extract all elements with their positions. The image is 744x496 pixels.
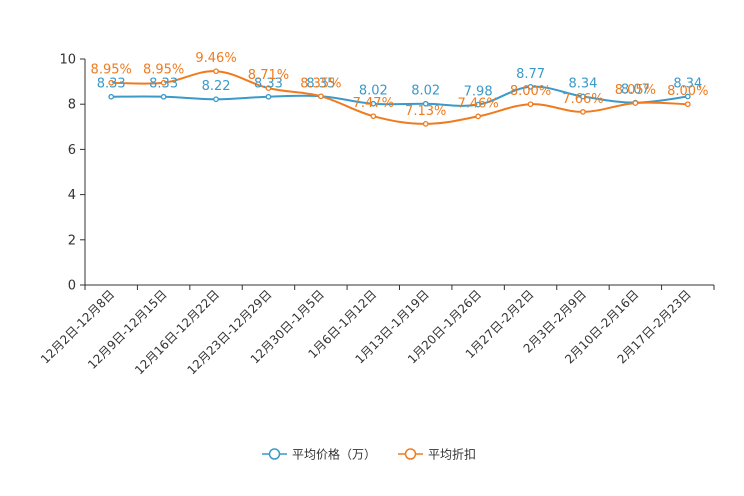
data-point[interactable] [160,93,167,100]
y-tick-label: 2 [68,233,76,248]
data-labels: 8.33 8.33 8.22 8.33 8.35 8.02 8.02 7.98 8.77 8.34… [91,51,709,119]
legend-marker-discount [404,448,417,460]
series-line-0 [111,85,688,107]
data-label: 8.07 [621,83,650,98]
legend-label-discount: 平均折扣 [428,447,476,462]
data-point[interactable] [265,85,272,92]
y-tick-label: 4 [68,188,76,203]
data-label: 7.66% [562,92,603,107]
data-label: 7.47% [353,96,394,111]
data-label: 8.95% [143,63,184,78]
data-point[interactable] [580,109,586,115]
data-point[interactable] [422,121,429,127]
data-label: 8.02 [359,84,388,99]
data-point[interactable] [684,93,691,100]
legend[interactable]: 平均价格（万） 平均折扣 [262,447,476,462]
data-point[interactable] [370,100,377,107]
data-point[interactable] [108,93,115,100]
data-point[interactable] [527,101,534,108]
data-point[interactable] [318,93,324,100]
legend-item-price[interactable]: 平均价格（万） [262,447,376,462]
data-label: 8.34 [673,77,702,92]
data-label: 7.98 [464,85,493,100]
y-tick-label: 0 [68,279,76,294]
data-label: 8.33 [254,77,283,92]
data-label: 8.34 [568,77,597,92]
data-point[interactable] [108,79,115,86]
data-label: 8.35% [300,76,341,91]
data-label: 8.00% [510,84,551,99]
data-label: 8.77 [516,67,545,82]
data-point[interactable] [527,83,534,90]
data-label: 8.95% [91,63,132,78]
data-label: 7.46% [457,96,498,111]
data-point[interactable] [265,93,272,100]
legend-item-discount[interactable]: 平均折扣 [398,447,476,462]
data-label: 8.00% [667,84,708,99]
legend-label-price: 平均价格（万） [292,447,376,462]
data-label: 7.13% [405,104,446,119]
data-label: 9.46% [195,51,236,66]
series-lines [108,68,691,127]
data-label: 8.22 [202,79,231,94]
data-point[interactable] [580,93,586,100]
data-point[interactable] [213,96,219,103]
data-label: 8.05% [615,83,656,98]
legend-marker-price [268,448,281,460]
series-line-1 [111,70,688,125]
data-point[interactable] [160,79,167,86]
data-label: 8.35 [306,76,335,91]
data-point[interactable] [475,113,481,120]
data-label: 8.33 [149,77,178,92]
data-point[interactable] [632,100,639,106]
data-label: 8.33 [97,77,126,92]
data-point[interactable] [213,68,219,75]
data-point[interactable] [684,101,691,108]
y-tick-label: 6 [68,143,76,158]
data-label: 8.02 [411,84,440,99]
data-point[interactable] [370,113,377,120]
data-label: 8.71% [248,68,289,83]
data-point[interactable] [422,100,429,107]
y-tick-label: 10 [59,53,76,68]
data-point[interactable] [475,101,481,108]
y-tick-label: 8 [68,98,76,113]
